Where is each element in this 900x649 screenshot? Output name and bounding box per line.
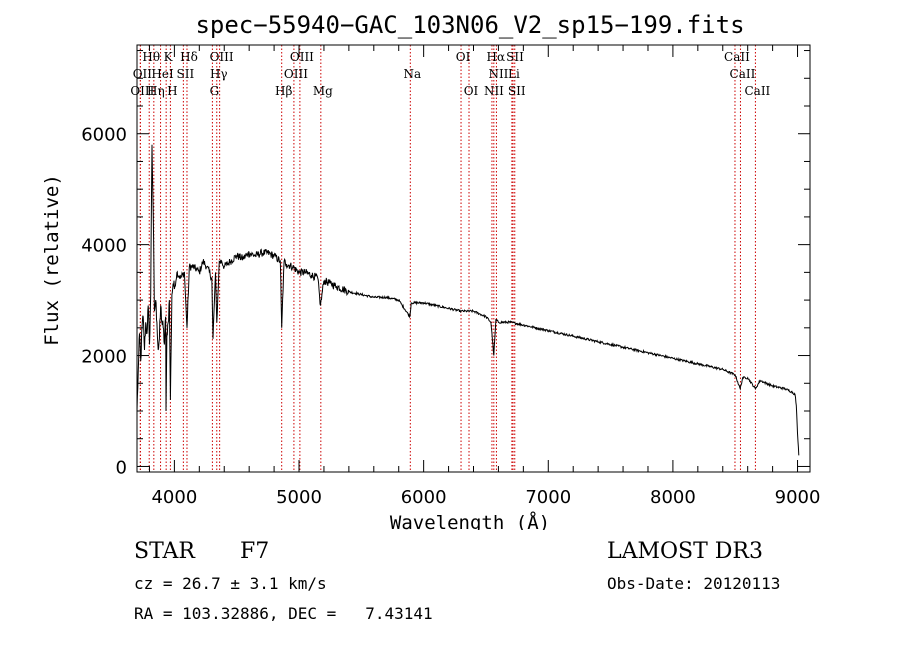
- object-type: STAR: [134, 539, 195, 564]
- line-label-4: OI: [456, 50, 471, 64]
- line-label-25: NII: [484, 84, 504, 98]
- chart-title: spec−55940−GAC_103N06_V2_sp15−199.fits: [195, 11, 744, 39]
- line-label-22: Hβ: [275, 84, 292, 98]
- y-axis-label: Flux (relative): [41, 174, 63, 346]
- x-tick-label-1: 5000: [276, 487, 322, 508]
- x-tick-label-4: 8000: [650, 487, 696, 508]
- y-tick-label-1: 2000: [81, 347, 127, 368]
- line-label-27: CaII: [744, 84, 770, 98]
- line-label-0: Hθ: [142, 50, 160, 64]
- x-tick-label-2: 6000: [401, 487, 447, 508]
- redshift-value: cz = 26.7 ± 3.1 km/s: [134, 574, 327, 593]
- line-label-21: G: [210, 84, 220, 98]
- line-label-13: OIII: [284, 67, 308, 81]
- line-label-23: Mg: [313, 84, 333, 98]
- coordinates: RA = 103.32886, DEC = 7.43141: [134, 604, 433, 623]
- line-label-20: H: [167, 84, 177, 98]
- x-tick-label-5: 9000: [775, 487, 821, 508]
- line-label-12: Hγ: [210, 67, 228, 81]
- x-tick-label-3: 7000: [525, 487, 571, 508]
- line-label-7: CaII: [724, 50, 750, 64]
- line-label-19: Hη: [147, 84, 165, 98]
- line-label-9: K: [164, 50, 174, 64]
- x-tick-label-0: 4000: [151, 487, 197, 508]
- line-label-3: OIII: [290, 50, 314, 64]
- spectral-subclass: F7: [240, 539, 270, 564]
- line-label-14: Na: [403, 67, 421, 81]
- x-axis-label: Wavelength (Å): [390, 511, 550, 530]
- y-tick-label-3: 6000: [81, 125, 127, 146]
- line-label-11: SII: [177, 67, 195, 81]
- line-label-6: SII: [506, 50, 524, 64]
- survey-name: LAMOST DR3: [607, 539, 763, 564]
- y-tick-label-0: 0: [116, 457, 127, 478]
- line-label-1: Hδ: [180, 50, 198, 64]
- y-tick-label-2: 4000: [81, 236, 127, 257]
- axis-tick-labels: 4000 5000 6000 7000 8000 9000 0 2000 4000 6000: [81, 125, 820, 508]
- observation-date: Obs-Date: 20120113: [607, 574, 781, 593]
- line-label-2: OIII: [210, 50, 234, 64]
- line-label-10: HeI: [151, 67, 174, 81]
- line-label-26: SII: [508, 84, 526, 98]
- line-label-18: OIII: [130, 84, 154, 98]
- line-label-17: CaII: [730, 67, 756, 81]
- line-label-16: Li: [508, 67, 520, 81]
- line-label-5: Hα: [487, 50, 506, 64]
- line-label-8: OII: [133, 67, 153, 81]
- line-label-15: NII: [488, 67, 508, 81]
- spectral-line-markers: [139, 45, 756, 472]
- spectrum-line: [136, 144, 800, 456]
- axis-ticks: [137, 45, 810, 472]
- line-label-24: OI: [464, 84, 479, 98]
